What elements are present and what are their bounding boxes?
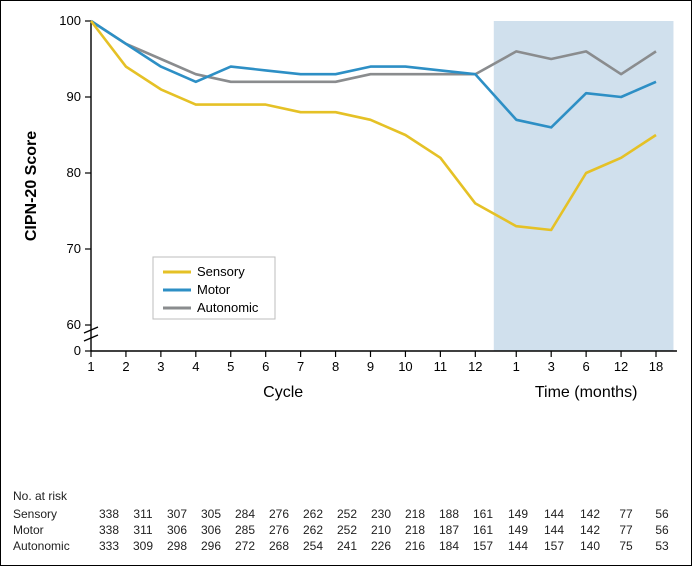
legend-label: Motor — [197, 282, 231, 297]
risk-cell: 188 — [433, 507, 465, 521]
x-tick-label: 8 — [332, 359, 339, 374]
x-axis-label-cycle: Cycle — [263, 384, 303, 401]
y-tick-label: 100 — [59, 13, 81, 28]
risk-cell: 284 — [229, 507, 261, 521]
time-region-shade — [494, 21, 674, 351]
risk-cell: 338 — [93, 523, 125, 537]
y-tick-label: 90 — [67, 89, 81, 104]
x-axis-label-time: Time (months) — [535, 384, 638, 401]
x-tick-label: 7 — [297, 359, 304, 374]
risk-cell: 306 — [161, 523, 193, 537]
risk-cell: 77 — [609, 523, 643, 537]
risk-cell: 56 — [645, 507, 679, 521]
risk-cell: 161 — [467, 523, 499, 537]
risk-cell: 311 — [127, 523, 159, 537]
risk-cell: 210 — [365, 523, 397, 537]
risk-cell: 298 — [161, 539, 193, 553]
risk-cell: 252 — [331, 507, 363, 521]
risk-row-label: Motor — [11, 523, 91, 537]
risk-cell: 254 — [297, 539, 329, 553]
x-tick-label: 6 — [583, 359, 590, 374]
risk-cell: 309 — [127, 539, 159, 553]
legend-label: Autonomic — [197, 300, 259, 315]
risk-cell: 218 — [399, 523, 431, 537]
y-axis-label: CIPN-20 Score — [23, 131, 40, 241]
y-tick-label: 70 — [67, 241, 81, 256]
risk-cell: 144 — [537, 507, 571, 521]
risk-cell: 276 — [263, 523, 295, 537]
risk-cell: 144 — [501, 539, 535, 553]
x-tick-label: 6 — [262, 359, 269, 374]
x-tick-label: 9 — [367, 359, 374, 374]
x-tick-label: 3 — [548, 359, 555, 374]
risk-cell: 230 — [365, 507, 397, 521]
risk-cell: 142 — [573, 507, 607, 521]
risk-cell: 262 — [297, 523, 329, 537]
risk-cell: 161 — [467, 507, 499, 521]
risk-row-label: Sensory — [11, 507, 91, 521]
cipn20-line-chart: 0607080901001234567891011121361218CIPN-2… — [1, 1, 692, 471]
risk-cell: 144 — [537, 523, 571, 537]
risk-cell: 56 — [645, 523, 679, 537]
risk-cell: 306 — [195, 523, 227, 537]
risk-cell: 226 — [365, 539, 397, 553]
number-at-risk-table: No. at riskSensory3383113073052842762622… — [9, 487, 681, 555]
risk-cell: 252 — [331, 523, 363, 537]
risk-cell: 157 — [537, 539, 571, 553]
x-tick-label: 2 — [122, 359, 129, 374]
risk-cell: 184 — [433, 539, 465, 553]
risk-cell: 241 — [331, 539, 363, 553]
y-tick-label: 60 — [67, 317, 81, 332]
risk-cell: 140 — [573, 539, 607, 553]
risk-cell: 311 — [127, 507, 159, 521]
y-tick-label: 0 — [74, 343, 81, 358]
risk-cell: 305 — [195, 507, 227, 521]
risk-cell: 333 — [93, 539, 125, 553]
risk-row-label: Autonomic — [11, 539, 91, 553]
risk-cell: 149 — [501, 507, 535, 521]
x-tick-label: 12 — [468, 359, 482, 374]
risk-cell: 53 — [645, 539, 679, 553]
risk-cell: 272 — [229, 539, 261, 553]
y-tick-label: 80 — [67, 165, 81, 180]
x-tick-label: 3 — [157, 359, 164, 374]
x-tick-label: 1 — [87, 359, 94, 374]
risk-cell: 268 — [263, 539, 295, 553]
risk-cell: 296 — [195, 539, 227, 553]
x-tick-label: 5 — [227, 359, 234, 374]
risk-cell: 276 — [263, 507, 295, 521]
x-tick-label: 1 — [513, 359, 520, 374]
risk-cell: 262 — [297, 507, 329, 521]
risk-cell: 149 — [501, 523, 535, 537]
risk-cell: 142 — [573, 523, 607, 537]
risk-cell: 157 — [467, 539, 499, 553]
risk-cell: 77 — [609, 507, 643, 521]
risk-cell: 338 — [93, 507, 125, 521]
risk-table-title: No. at risk — [11, 489, 679, 505]
risk-cell: 187 — [433, 523, 465, 537]
risk-cell: 285 — [229, 523, 261, 537]
x-tick-label: 10 — [398, 359, 412, 374]
x-tick-label: 12 — [614, 359, 628, 374]
risk-cell: 75 — [609, 539, 643, 553]
legend-label: Sensory — [197, 264, 245, 279]
risk-cell: 218 — [399, 507, 431, 521]
x-tick-label: 18 — [649, 359, 663, 374]
x-tick-label: 4 — [192, 359, 199, 374]
risk-cell: 307 — [161, 507, 193, 521]
risk-cell: 216 — [399, 539, 431, 553]
x-tick-label: 11 — [434, 359, 448, 374]
